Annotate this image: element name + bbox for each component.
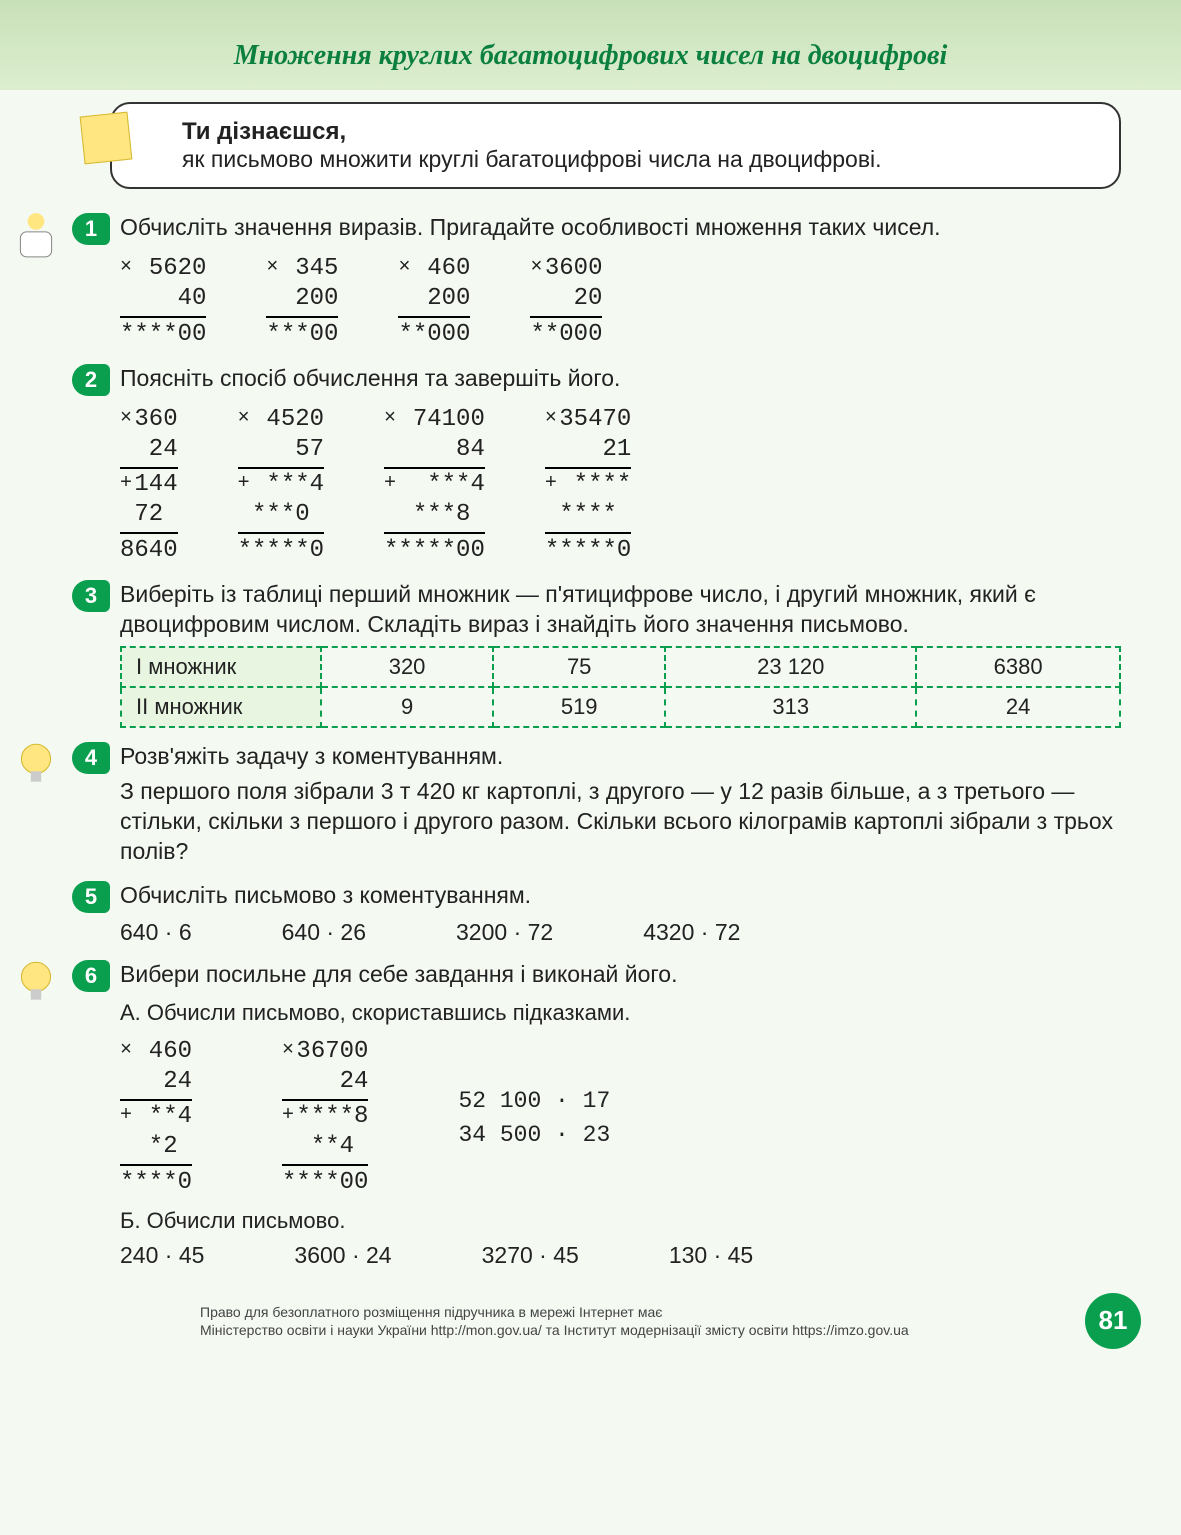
sticky-note-icon <box>80 112 133 165</box>
task-text: Вибери посильне для себе завдання і вико… <box>120 960 1121 990</box>
result: **000 <box>530 320 602 350</box>
task1-problems: × 5620 40 ****00 × 345 200 ***00 × 460 2… <box>120 255 1121 350</box>
problem: × 360 24 + 144 72 8640 <box>120 406 178 566</box>
expression: 3200 · 72 <box>456 919 553 946</box>
table-row: I множник 320 75 23 120 6380 <box>121 647 1120 687</box>
problem: × 36700 24 + ****8 **4 ****00 <box>282 1038 368 1198</box>
part-b-label: Б. Обчисли письмово. <box>120 1208 1121 1234</box>
task-number: 5 <box>72 881 110 913</box>
factor-b: 20 <box>574 284 603 314</box>
result: ****00 <box>120 320 206 350</box>
task-number: 6 <box>72 960 110 992</box>
task-6: 6 Вибери посильне для себе завдання і ви… <box>120 960 1121 1269</box>
expression: 640 · 6 <box>120 919 192 946</box>
result: ***00 <box>266 320 338 350</box>
problem: × 460 24 + **4 *2 ****0 <box>120 1038 192 1198</box>
footer-line: Право для безоплатного розміщення підруч… <box>200 1303 909 1321</box>
factor-a: 345 <box>295 254 338 284</box>
task-number: 1 <box>72 213 110 245</box>
problem: × 345 200 ***00 <box>266 255 338 350</box>
page-number: 81 <box>1085 1293 1141 1349</box>
expression: 52 100 · 17 <box>458 1088 610 1114</box>
task-text: Обчисліть письмово з коментуванням. <box>120 881 1121 911</box>
factor-b: 200 <box>427 284 470 314</box>
task-2: 2 Поясніть спосіб обчислення та завершіт… <box>120 364 1121 566</box>
task-text: Обчисліть значення виразів. Пригадайте о… <box>120 213 1121 243</box>
expression: 640 · 26 <box>282 919 366 946</box>
factor-table: I множник 320 75 23 120 6380 II множник … <box>120 646 1121 728</box>
task6-partB: 240 · 45 3600 · 24 3270 · 45 130 · 45 <box>120 1242 1121 1269</box>
lightbulb-icon <box>10 956 62 1008</box>
expression: 4320 · 72 <box>643 919 740 946</box>
factor-b: 40 <box>178 284 207 314</box>
task-number: 2 <box>72 364 110 396</box>
expression: 3600 · 24 <box>294 1242 391 1269</box>
result: **000 <box>398 320 470 350</box>
footer-line: Міністерство освіти і науки України http… <box>200 1321 909 1339</box>
task-4: 4 Розв'яжіть задачу з коментуванням. З п… <box>120 742 1121 868</box>
factor-a: 3600 <box>545 254 603 284</box>
table-row: II множник 9 519 313 24 <box>121 687 1120 727</box>
task-number: 3 <box>72 580 110 612</box>
task-5: 5 Обчисліть письмово з коментуванням. 64… <box>120 881 1121 946</box>
task6-partA: × 460 24 + **4 *2 ****0 × 36700 24 + ***… <box>120 1038 1121 1198</box>
factor-a: 460 <box>427 254 470 284</box>
lightbulb-icon <box>10 738 62 790</box>
problem: × 460 200 **000 <box>398 255 470 350</box>
problem: × 5620 40 ****00 <box>120 255 206 350</box>
problem: × 35470 21 + **** **** *****0 <box>545 406 631 566</box>
group-icon <box>10 209 62 261</box>
problem: × 4520 57 + ***4 ***0 *****0 <box>238 406 324 566</box>
intro-body: як письмово множити круглі багатоцифрові… <box>182 146 1095 173</box>
expression: 34 500 · 23 <box>458 1122 610 1148</box>
task-text: Поясніть спосіб обчислення та завершіть … <box>120 364 1121 394</box>
intro-box: Ти дізнаєшся, як письмово множити круглі… <box>110 102 1121 189</box>
part-a-label: А. Обчисли письмово, скориставшись підка… <box>120 1000 1121 1026</box>
task-number: 4 <box>72 742 110 774</box>
task-text: Виберіть із таблиці перший множник — п'я… <box>120 580 1121 640</box>
side-expressions: 52 100 · 17 34 500 · 23 <box>458 1038 610 1198</box>
intro-heading: Ти дізнаєшся, <box>182 118 1095 146</box>
problem: × 3600 20 **000 <box>530 255 602 350</box>
factor-a: 5620 <box>149 254 207 284</box>
task2-problems: × 360 24 + 144 72 8640 × 4520 57 + ***4 … <box>120 406 1121 566</box>
task5-items: 640 · 6 640 · 26 3200 · 72 4320 · 72 <box>120 919 1121 946</box>
page-title: Множення круглих багатоцифрових чисел на… <box>60 40 1121 72</box>
expression: 240 · 45 <box>120 1242 204 1269</box>
expression: 130 · 45 <box>669 1242 753 1269</box>
task-body: З першого поля зібрали 3 т 420 кг картоп… <box>120 777 1121 867</box>
footer: Право для безоплатного розміщення підруч… <box>200 1303 909 1339</box>
problem: × 74100 84 + ***4 ***8 *****00 <box>384 406 485 566</box>
expression: 3270 · 45 <box>482 1242 579 1269</box>
task-1: 1 Обчисліть значення виразів. Пригадайте… <box>120 213 1121 350</box>
factor-b: 200 <box>295 284 338 314</box>
task-3: 3 Виберіть із таблиці перший множник — п… <box>120 580 1121 728</box>
task-text: Розв'яжіть задачу з коментуванням. <box>120 742 1121 772</box>
